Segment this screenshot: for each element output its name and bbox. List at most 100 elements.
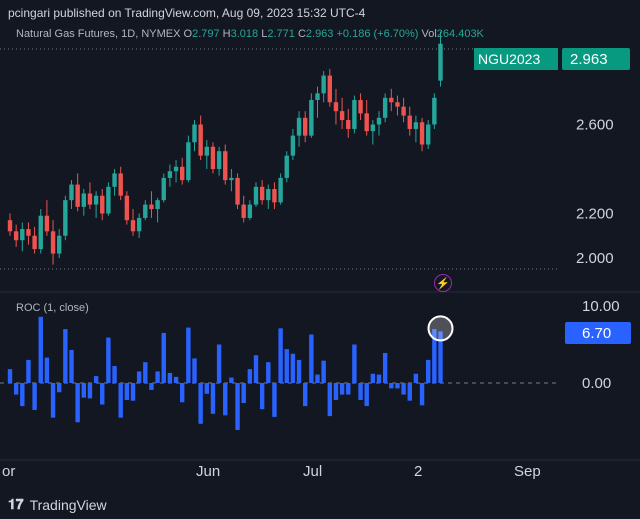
- low-label: L: [261, 28, 268, 40]
- roc-bar: [186, 327, 191, 383]
- roc-bar: [395, 383, 400, 389]
- roc-bar: [401, 383, 406, 395]
- footer-brand-label: TradingView: [29, 496, 107, 513]
- roc-value-badge: [565, 322, 631, 344]
- candle-body: [419, 122, 425, 145]
- candle-body: [358, 100, 363, 114]
- candle-body: [413, 122, 419, 129]
- roc-bar: [296, 359, 302, 383]
- time-tick-label: Jul: [303, 463, 322, 480]
- publish-info: pcingari published on TradingView.com, A…: [8, 6, 366, 20]
- candle-body: [26, 229, 31, 236]
- candle-body: [290, 135, 296, 156]
- candle-body: [69, 184, 74, 201]
- roc-bar: [149, 383, 154, 390]
- candle-body: [346, 120, 351, 129]
- candle-body: [130, 220, 136, 232]
- roc-bar: [413, 373, 419, 383]
- ticker-badge: [474, 48, 558, 70]
- candle-body: [303, 117, 308, 136]
- candle-body: [229, 177, 234, 181]
- last-price-badge: [562, 48, 630, 70]
- roc-bar: [216, 344, 222, 383]
- candle-body: [136, 217, 142, 232]
- roc-bar: [161, 332, 166, 383]
- roc-bar: [364, 383, 369, 407]
- candle-body: [223, 151, 228, 181]
- roc-bar: [136, 371, 142, 383]
- candle-body: [192, 124, 197, 143]
- candle-body: [124, 195, 130, 221]
- roc-bar: [32, 383, 37, 410]
- roc-bar: [173, 376, 179, 383]
- roc-bar: [180, 383, 185, 403]
- candle-body: [81, 193, 86, 207]
- candle-body: [161, 177, 166, 201]
- candle-body: [216, 151, 222, 169]
- candle-body: [333, 102, 339, 112]
- roc-bar: [198, 383, 203, 424]
- roc-bar: [7, 369, 13, 383]
- roc-last-marker: [427, 315, 454, 342]
- roc-bar: [143, 362, 148, 383]
- candle-body: [321, 75, 326, 94]
- roc-bar: [192, 358, 197, 383]
- candle-body: [401, 106, 406, 116]
- high-value: 3.018: [230, 28, 259, 40]
- roc-bar: [44, 357, 50, 383]
- price-tick-label: 2.600: [576, 117, 614, 134]
- price-tick-label: 2.200: [576, 206, 614, 223]
- roc-bar: [223, 383, 228, 416]
- low-value: 2.771: [267, 28, 295, 40]
- roc-bar: [210, 383, 216, 414]
- high-label: H: [222, 28, 231, 40]
- roc-bar: [106, 337, 111, 383]
- roc-bar: [167, 372, 173, 383]
- candle-body: [235, 177, 240, 205]
- roc-bar: [57, 383, 62, 393]
- candle-body: [204, 146, 209, 156]
- roc-bar: [118, 383, 123, 418]
- price-chart[interactable]: 2.000 2.200 2.600 0.00 10.00 NGU2023 2.963 6.70…: [0, 0, 640, 490]
- time-tick-label: or: [2, 463, 15, 480]
- lightning-icon[interactable]: ⚡: [434, 274, 452, 292]
- candle-body: [376, 117, 382, 125]
- candle-body: [100, 195, 105, 214]
- roc-bar: [235, 383, 240, 430]
- candle-body: [7, 220, 13, 232]
- roc-bar: [266, 362, 271, 383]
- symbol-name: Natural Gas Futures, 1D, NYMEX: [16, 28, 181, 40]
- roc-bar: [130, 383, 136, 401]
- publish-header: pcingari published on TradingView.com, A…: [0, 0, 640, 26]
- candle-body: [13, 231, 19, 241]
- volume-value: 264.403K: [436, 28, 484, 40]
- roc-bar: [20, 383, 25, 407]
- roc-bar: [407, 383, 412, 401]
- roc-tick-label: 10.00: [582, 298, 620, 315]
- open-value: 2.797: [192, 28, 220, 40]
- time-tick-label: Sep: [514, 463, 541, 480]
- roc-bar: [321, 360, 326, 383]
- roc-bar: [63, 329, 68, 383]
- candle-body: [259, 186, 265, 201]
- roc-indicator-title: ROC (1, close): [16, 302, 89, 314]
- candle-body: [438, 43, 443, 81]
- candle-body: [50, 231, 56, 254]
- candle-body: [87, 193, 93, 205]
- candle-body: [118, 173, 123, 196]
- roc-bar: [241, 383, 246, 404]
- candle-body: [173, 166, 179, 172]
- roc-bar: [419, 383, 425, 406]
- roc-tick-label: 0.00: [582, 375, 611, 392]
- candle-body: [315, 93, 320, 101]
- candle-body: [198, 124, 203, 156]
- candle-body: [364, 113, 369, 132]
- candle-body: [432, 97, 437, 125]
- candle-body: [395, 102, 400, 107]
- candle-body: [210, 146, 216, 169]
- roc-bar: [112, 366, 117, 383]
- roc-bar: [370, 373, 376, 383]
- roc-bar: [124, 383, 130, 400]
- roc-bar: [81, 383, 86, 398]
- candle-body: [426, 124, 431, 145]
